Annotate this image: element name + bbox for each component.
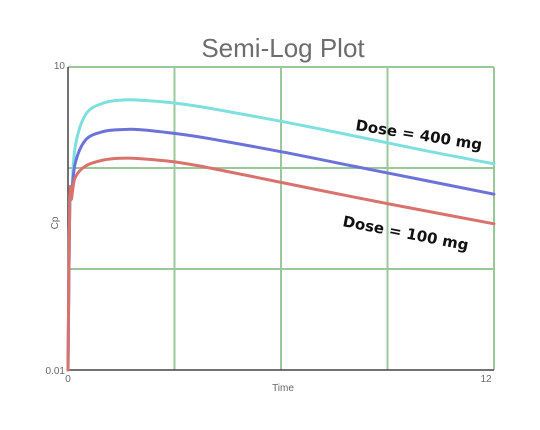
x-tick-label-start: 0 xyxy=(65,374,71,385)
tick-labels: 10 0.010 12 xyxy=(46,61,492,385)
chart-title: Semi-Log Plot xyxy=(201,33,365,63)
series-line-3 xyxy=(66,156,496,372)
y-tick-label-top: 10 xyxy=(54,61,66,72)
series-lines xyxy=(66,98,496,372)
y-tick-label-bottom: 0.01 xyxy=(46,366,66,377)
x-axis-label: Time xyxy=(272,383,294,394)
annotation-dose-100: Dose = 100 mg xyxy=(341,212,470,254)
grid-lines xyxy=(68,66,495,370)
y-axis-label: Cp xyxy=(50,216,61,229)
x-tick-label-end: 12 xyxy=(480,374,492,385)
